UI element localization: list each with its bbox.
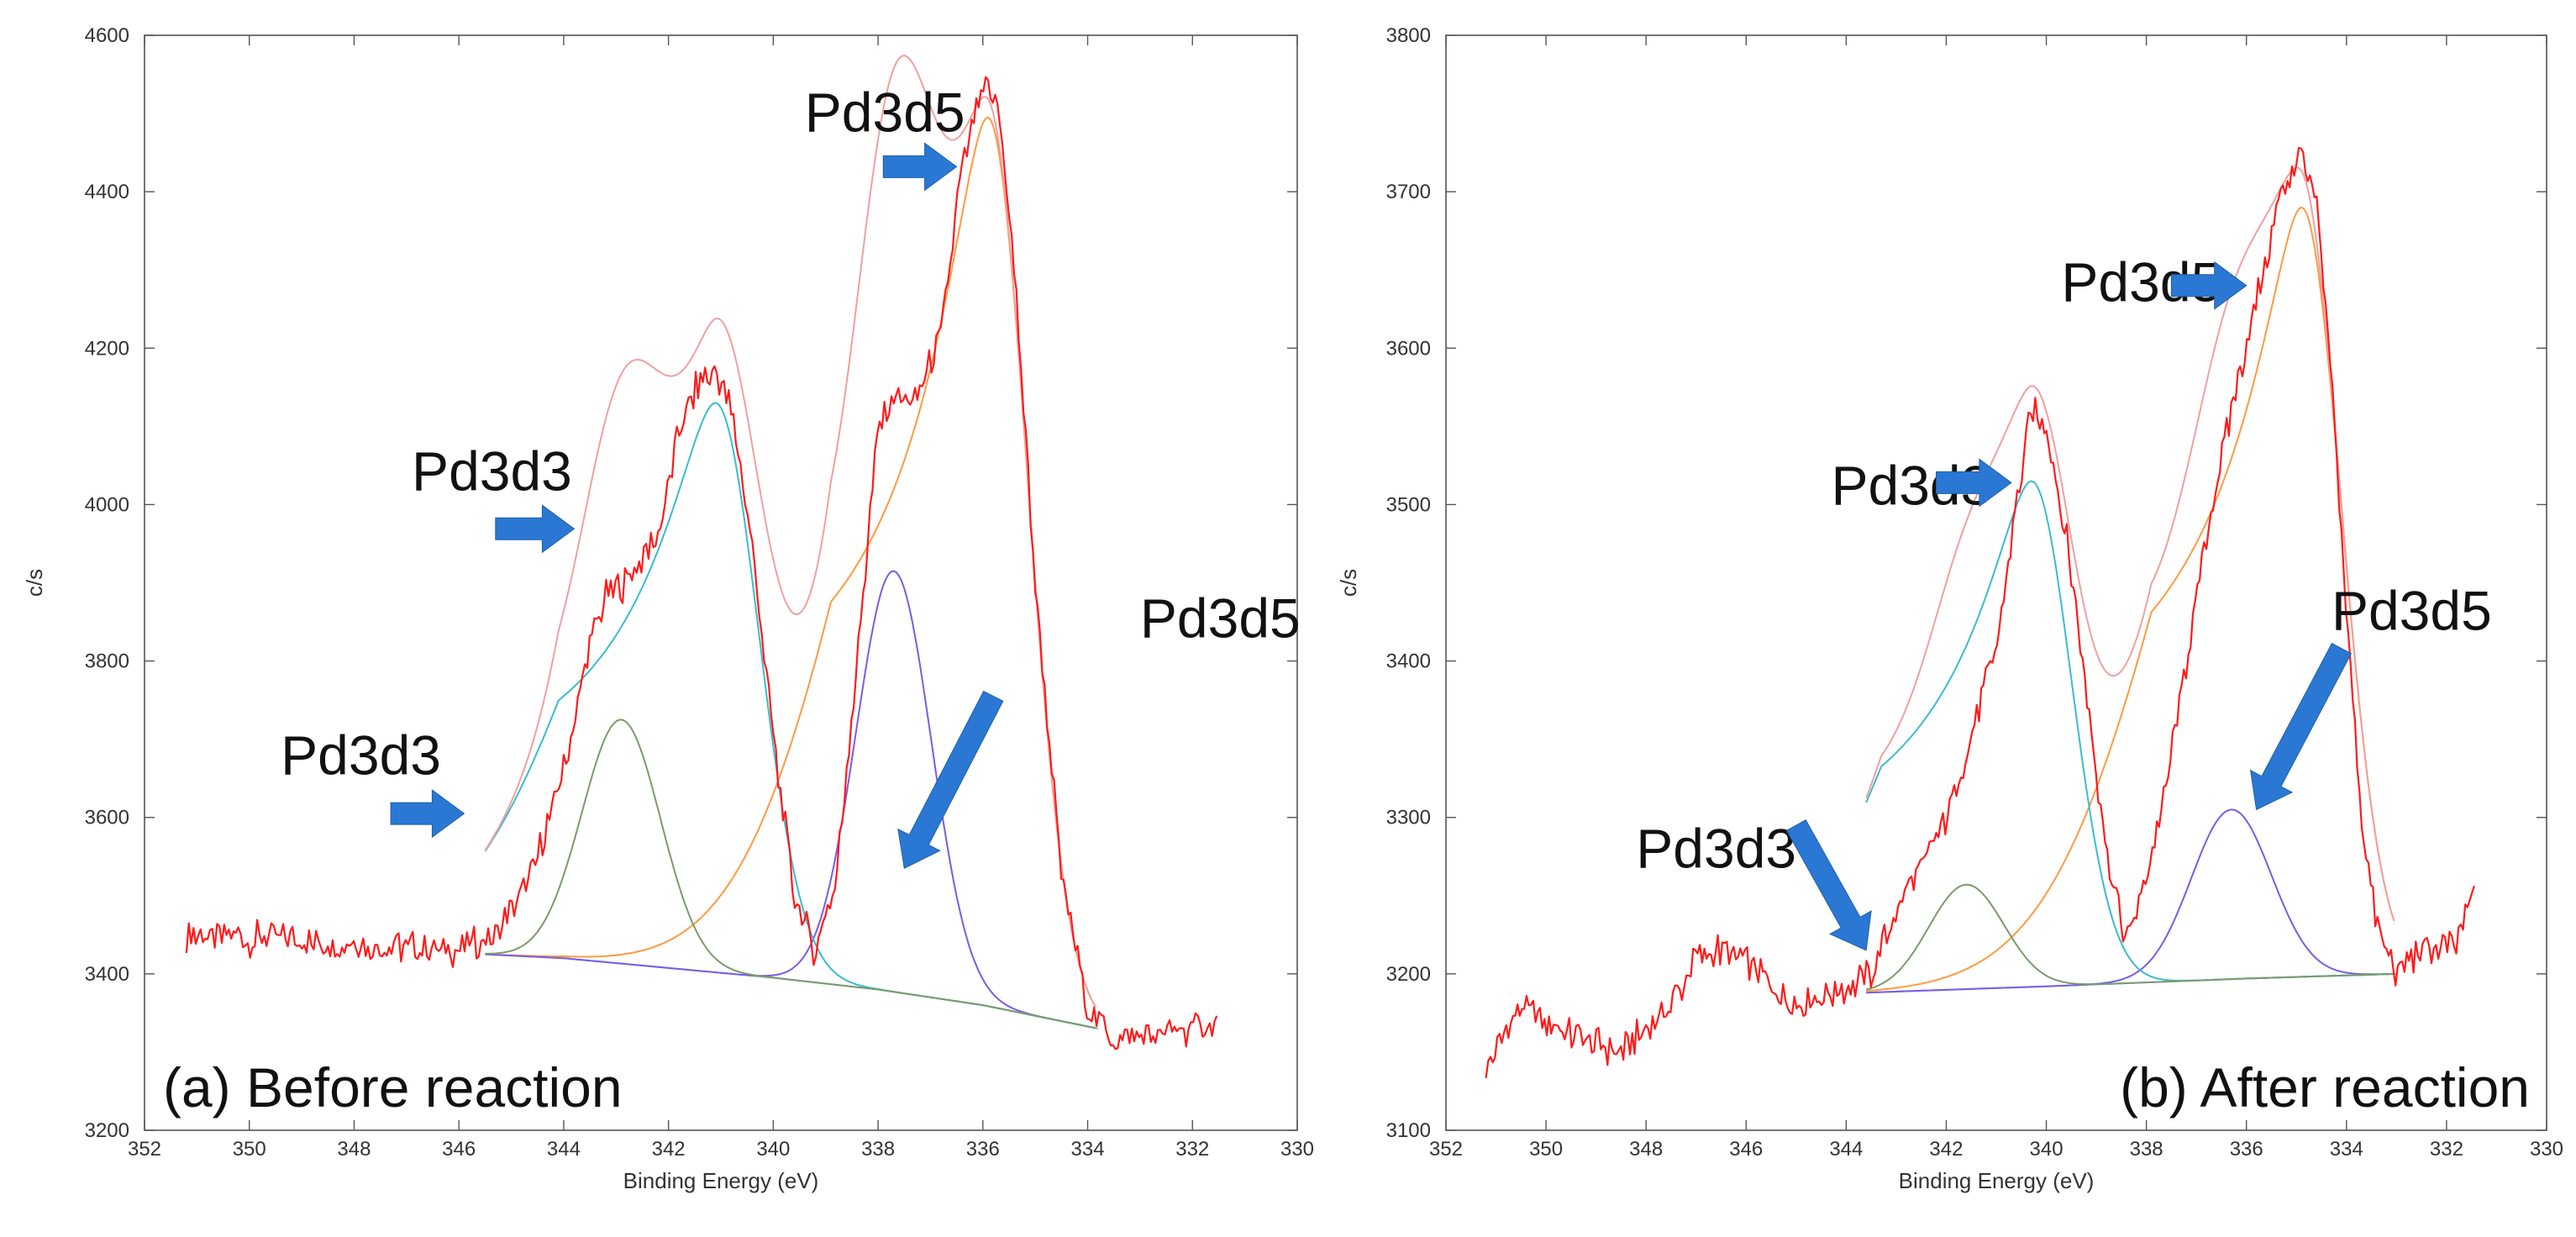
x-tick-label: 336 [966,1138,1000,1161]
annotation-label-pd3d3: Pd3d3 [412,440,572,503]
x-tick-label: 332 [1175,1138,1209,1161]
x-tick-label: 348 [337,1138,371,1161]
x-tick-label: 344 [547,1138,581,1161]
raw-spectrum [185,76,1218,1050]
x-tick-label: 350 [1529,1138,1563,1161]
plot-frame [144,34,1298,1131]
chart-panel-b: 352 350 348 346 344 342 340 338 336 334 332 330 3100… [1336,24,2563,1193]
x-tick-label: 348 [1629,1138,1663,1161]
y-tick-label: 3100 [1386,1119,1431,1142]
y-tick-label: 4000 [85,493,129,516]
y-tick-label: 4600 [85,24,129,47]
annotation-label-pd3d5: Pd3d5 [2332,579,2492,641]
panel-label: (b) After reaction [2120,1056,2530,1119]
annotation-arrow [897,690,1004,869]
x-tick-label: 336 [2230,1138,2263,1161]
x-tick-label: 352 [128,1138,161,1161]
fit-envelope [1865,166,2395,921]
annotation-arrow [2170,261,2247,310]
y-tick-label: 3400 [85,963,129,986]
annotation-arrow [1785,819,1872,951]
panel-label: (a) Before reaction [163,1056,623,1119]
x-tick-label: 340 [2030,1138,2063,1161]
x-tick-label: 332 [2430,1138,2463,1161]
annotation-arrow [390,789,465,839]
fit-component-pd3d5-0 [1866,206,2395,992]
annotation-arrow [495,504,576,554]
y-tick-label: 3400 [1386,650,1431,673]
x-tick-label: 346 [442,1138,476,1161]
x-tick-label: 338 [861,1138,895,1161]
y-tick-label: 3600 [1386,337,1431,360]
y-tick-label: 3300 [1386,807,1431,829]
annotation-label-pd3d3: Pd3d3 [281,724,441,787]
y-tick-label: 3800 [1386,24,1431,47]
y-axis-label: c/s [22,569,47,597]
x-axis-label: Binding Energy (eV) [623,1168,819,1193]
x-tick-label: 330 [2530,1138,2563,1161]
x-tick-label: 342 [1929,1138,1963,1161]
x-tick-label: 346 [1729,1138,1763,1161]
y-axis-label: c/s [1336,569,1361,597]
x-tick-label: 344 [1829,1138,1863,1161]
y-tick-label: 3500 [1386,493,1431,516]
x-axis-label: Binding Energy (eV) [1899,1168,2095,1193]
annotation-label-pd3d5: Pd3d5 [1140,587,1301,650]
fit-component-pd3d5-0 [485,116,1096,1008]
x-tick-label: 352 [1429,1138,1463,1161]
chart-panel-a: 352 350 348 346 344 342 340 338 336 334 332 330 3200… [22,24,1314,1193]
y-tick-label: 4200 [85,337,129,360]
fit-component-pd3d3-3 [485,719,1096,1029]
fit-component-pd3d5-1 [485,570,1096,1029]
raw-spectrum [1485,147,2476,1079]
y-tick-label: 3600 [85,807,129,829]
fit-envelope [484,55,1096,1008]
x-tick-label: 342 [652,1138,686,1161]
x-tick-label: 334 [2330,1138,2363,1161]
y-tick-label: 3200 [1386,963,1431,986]
x-tick-label: 350 [233,1138,266,1161]
y-tick-label: 3700 [1386,181,1431,203]
x-tick-label: 340 [756,1138,790,1161]
annotation-arrow [882,142,958,192]
fit-component-pd3d3-3 [1865,883,2395,991]
fit-component-pd3d5-1 [1866,808,2395,994]
x-tick-label: 334 [1071,1138,1105,1161]
y-tick-label: 3800 [85,650,129,673]
y-tick-label: 3200 [85,1119,129,1142]
annotation-arrow [2249,642,2353,811]
plot-frame [1445,34,2547,1131]
y-tick-label: 4400 [85,181,129,203]
x-tick-label: 330 [1280,1138,1314,1161]
annotation-label-pd3d5: Pd3d5 [805,81,965,143]
annotation-arrow [1936,458,2012,508]
annotation-label-pd3d3: Pd3d3 [1636,817,1796,879]
x-tick-label: 338 [2130,1138,2163,1161]
